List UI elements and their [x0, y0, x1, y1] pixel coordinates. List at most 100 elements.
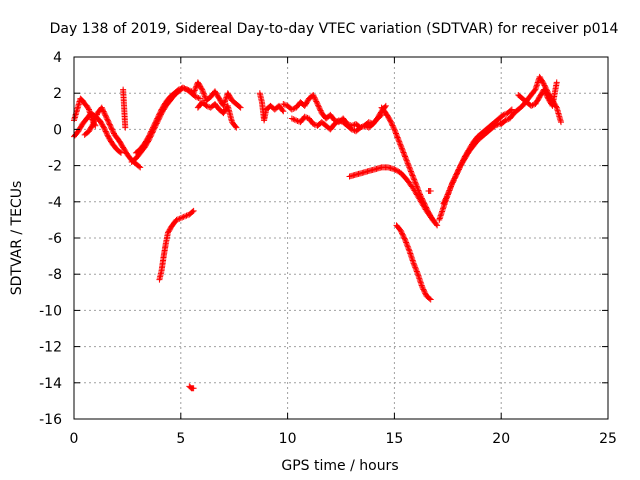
data-point: [106, 120, 113, 127]
data-point: [403, 239, 410, 246]
data-point: [91, 118, 98, 125]
data-point: [92, 115, 99, 122]
data-point: [440, 200, 447, 207]
data-point: [457, 162, 464, 169]
data-point: [411, 263, 418, 270]
data-point: [427, 296, 434, 303]
y-tick-label: -6: [48, 231, 62, 247]
data-point: [102, 128, 109, 135]
y-tick-label: -12: [39, 340, 62, 356]
data-point: [312, 95, 319, 102]
data-point: [398, 229, 405, 236]
y-tick-label: -2: [48, 159, 62, 175]
data-point: [314, 101, 321, 108]
data-point: [448, 183, 455, 190]
data-point: [404, 243, 411, 250]
data-point: [155, 112, 162, 119]
data-point: [408, 169, 415, 176]
data-point: [451, 175, 458, 182]
data-point: [403, 157, 410, 164]
data-point: [414, 269, 421, 276]
data-point: [402, 236, 409, 243]
data-point: [456, 165, 463, 172]
data-point: [190, 90, 197, 97]
data-point: [312, 97, 319, 104]
data-point: [400, 232, 407, 239]
data-point: [106, 121, 113, 128]
data-point: [411, 177, 418, 184]
data-point: [393, 131, 400, 138]
data-point: [90, 120, 97, 127]
data-point: [85, 105, 92, 112]
data-point: [177, 215, 184, 222]
data-point: [348, 126, 355, 133]
x-tick-label: 25: [599, 431, 617, 447]
data-point: [397, 227, 404, 234]
data-point: [104, 116, 111, 123]
data-point: [185, 87, 192, 94]
data-point: [184, 86, 191, 93]
data-point: [104, 117, 111, 124]
data-point: [290, 105, 297, 112]
data-point: [99, 105, 106, 112]
data-point: [103, 115, 110, 122]
data-point: [402, 153, 409, 160]
series-arc-6: [132, 84, 195, 156]
data-point: [236, 103, 243, 110]
data-point: [394, 134, 401, 141]
data-point: [93, 112, 100, 119]
data-point: [311, 94, 318, 101]
data-point: [458, 160, 465, 167]
data-point: [303, 114, 310, 121]
data-point: [91, 116, 98, 123]
data-point: [540, 81, 547, 88]
data-point: [420, 286, 427, 293]
data-point: [191, 87, 198, 94]
data-point: [441, 199, 448, 206]
data-point: [412, 265, 419, 272]
data-point: [310, 92, 317, 99]
data-point: [99, 107, 106, 114]
data-point: [400, 234, 407, 241]
y-tick-label: 2: [53, 86, 62, 102]
data-point: [399, 146, 406, 153]
data-point: [441, 198, 448, 205]
series-arc-13: [288, 102, 389, 135]
data-point: [455, 166, 462, 173]
data-point: [152, 119, 159, 126]
data-point: [388, 121, 395, 128]
data-point: [396, 138, 403, 145]
data-point: [401, 152, 408, 159]
data-point: [528, 102, 535, 109]
data-point: [192, 93, 199, 100]
series-arc-17: [393, 222, 434, 303]
data-point: [412, 180, 419, 187]
data-point: [405, 244, 412, 251]
y-tick-label: -10: [39, 303, 62, 319]
data-point: [553, 103, 560, 110]
x-tick-label: 20: [492, 431, 510, 447]
data-point: [427, 187, 434, 194]
data-point: [109, 126, 116, 133]
data-point: [460, 157, 467, 164]
data-point: [201, 93, 208, 100]
data-point: [447, 184, 454, 191]
data-point: [293, 117, 300, 124]
data-point: [200, 89, 207, 96]
series-arc-10: [186, 383, 197, 392]
data-point: [192, 86, 199, 93]
data-point: [404, 242, 411, 249]
y-tick-label: -16: [39, 412, 62, 428]
data-point: [102, 127, 109, 134]
data-point: [148, 128, 155, 135]
data-point: [411, 176, 418, 183]
data-point: [291, 116, 298, 123]
data-point: [146, 131, 153, 138]
data-point: [541, 87, 548, 94]
data-point: [316, 106, 323, 113]
data-point: [391, 166, 398, 173]
data-point: [403, 156, 410, 163]
data-point: [444, 191, 451, 198]
data-point: [357, 124, 364, 131]
data-point: [122, 124, 129, 131]
